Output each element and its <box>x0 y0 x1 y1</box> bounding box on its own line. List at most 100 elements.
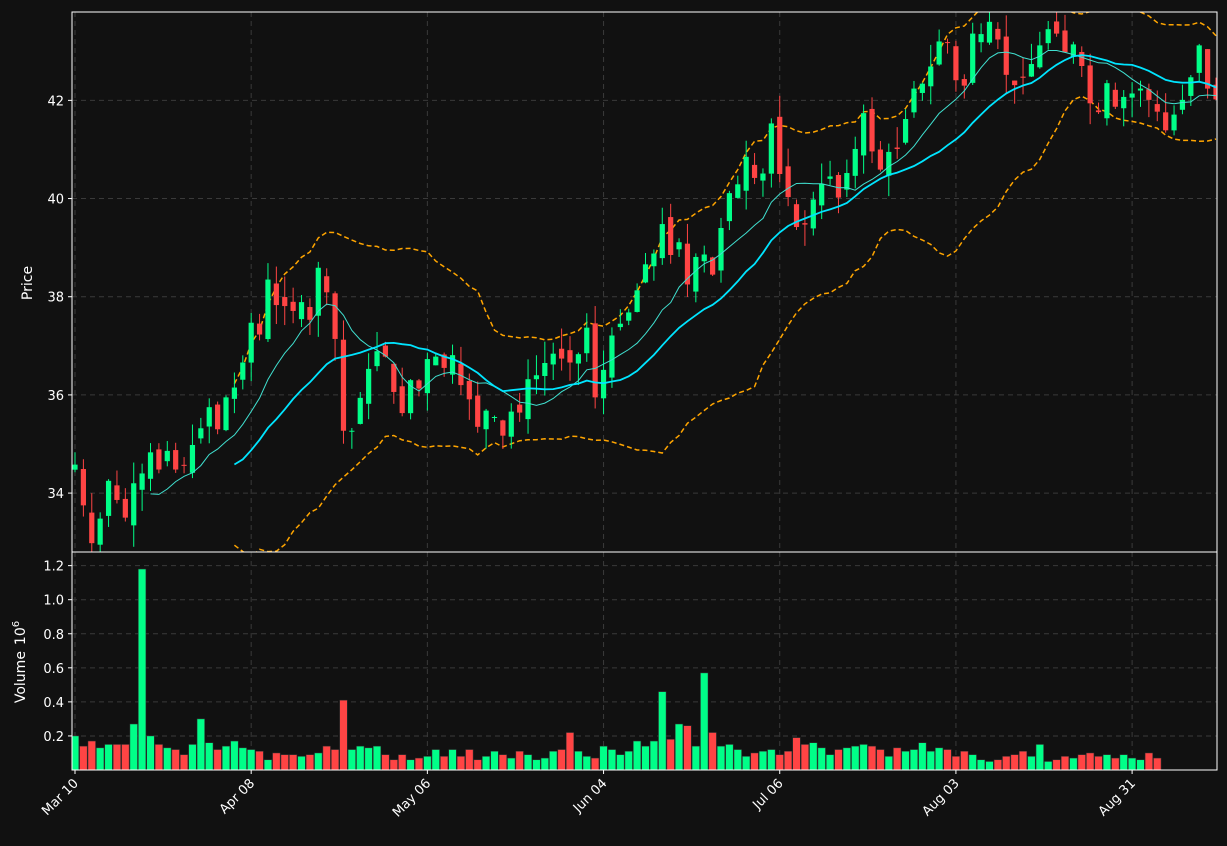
volume-bar <box>364 747 373 770</box>
volume-bar <box>951 756 960 770</box>
candle-body <box>273 283 279 306</box>
candle-body <box>433 356 439 366</box>
candle-body <box>72 464 78 470</box>
candle-body <box>407 380 414 414</box>
candle-body <box>340 339 347 431</box>
volume-bar <box>633 740 642 770</box>
price-grid <box>72 12 1217 552</box>
price-tick-label: 42 <box>47 94 64 109</box>
candle-body <box>1087 65 1093 104</box>
candle-body <box>1070 44 1076 57</box>
volume-bars <box>72 568 1162 770</box>
volume-bar <box>532 759 541 770</box>
candle-body <box>1188 77 1194 96</box>
candle-body <box>374 351 380 367</box>
volume-bar <box>708 732 717 770</box>
candle-body <box>567 350 573 363</box>
volume-bar <box>180 754 189 770</box>
candle-body <box>1062 30 1068 53</box>
candle-body <box>156 449 162 470</box>
volume-bar <box>171 749 180 770</box>
candle-body <box>668 217 674 255</box>
volume-bar <box>549 751 558 770</box>
candle-body <box>718 228 724 271</box>
volume-bar <box>431 749 440 770</box>
candle-body <box>592 323 598 398</box>
volume-bar <box>398 754 407 770</box>
candle-body <box>701 254 707 262</box>
volume-bar <box>985 761 994 770</box>
volume-bar <box>1144 752 1153 770</box>
candle-body <box>793 204 800 228</box>
volume-bar <box>960 751 969 770</box>
candle-body <box>861 113 867 156</box>
volume-bar <box>440 756 449 770</box>
volume-bar <box>616 754 625 770</box>
candle-body <box>399 386 405 414</box>
candle-body <box>877 149 884 170</box>
candle-body <box>416 380 422 389</box>
candle-body <box>559 348 565 359</box>
volume-bar <box>725 744 734 770</box>
candle-body <box>584 327 590 354</box>
candle-body <box>424 359 430 394</box>
volume-bar <box>423 756 432 770</box>
volume-bar <box>993 759 1002 770</box>
candle-body <box>978 34 984 43</box>
candle-body <box>869 108 875 152</box>
candle-body <box>651 253 657 267</box>
candle-body <box>785 166 791 198</box>
volume-bar <box>1044 761 1053 770</box>
candle-body <box>726 193 732 222</box>
volume-bar <box>498 754 507 770</box>
candle-body <box>533 375 540 380</box>
candle-body <box>105 480 112 516</box>
candle-body <box>206 407 212 427</box>
candle-body <box>617 323 623 328</box>
volume-bar <box>1010 754 1019 770</box>
volume-bar <box>700 672 709 770</box>
candle-body <box>777 116 783 174</box>
candle-body <box>1205 49 1211 89</box>
volume-bar <box>658 691 667 770</box>
candle-body <box>600 369 607 399</box>
volume-bar <box>490 751 499 770</box>
volume-bar <box>524 754 533 770</box>
candle-body <box>1020 76 1026 78</box>
candle-body <box>525 379 531 420</box>
volume-bar <box>909 749 918 770</box>
candle-body <box>693 256 699 292</box>
volume-bar <box>540 757 549 770</box>
candle-body <box>760 173 766 181</box>
candle-body <box>768 123 774 174</box>
volume-bar <box>624 751 633 770</box>
volume-bar <box>750 752 759 770</box>
volume-bar <box>876 749 885 770</box>
volume-bar <box>72 735 80 770</box>
candle-body <box>215 404 221 430</box>
candle-body <box>995 28 1001 40</box>
volume-bar <box>79 745 88 770</box>
volume-bar <box>406 759 415 770</box>
volume-bar <box>767 749 776 770</box>
candle-body <box>986 21 993 43</box>
candle-body <box>139 473 145 490</box>
candle-body <box>844 173 850 190</box>
candle-body <box>710 257 716 275</box>
volume-tick-label: 1.0 <box>43 594 64 609</box>
volume-bar <box>859 744 868 770</box>
candle-body <box>609 335 615 378</box>
candle-body <box>835 174 842 198</box>
volume-bar <box>314 752 323 770</box>
volume-bar <box>507 757 516 770</box>
candle-body <box>626 312 632 321</box>
candle-body <box>936 41 942 65</box>
candle-body <box>298 302 305 320</box>
candle-body <box>290 301 296 311</box>
candle-body <box>265 279 271 340</box>
volume-bar <box>893 747 902 770</box>
volume-bar <box>1102 754 1111 770</box>
volume-bar <box>1136 759 1145 770</box>
candle-body <box>517 404 523 413</box>
